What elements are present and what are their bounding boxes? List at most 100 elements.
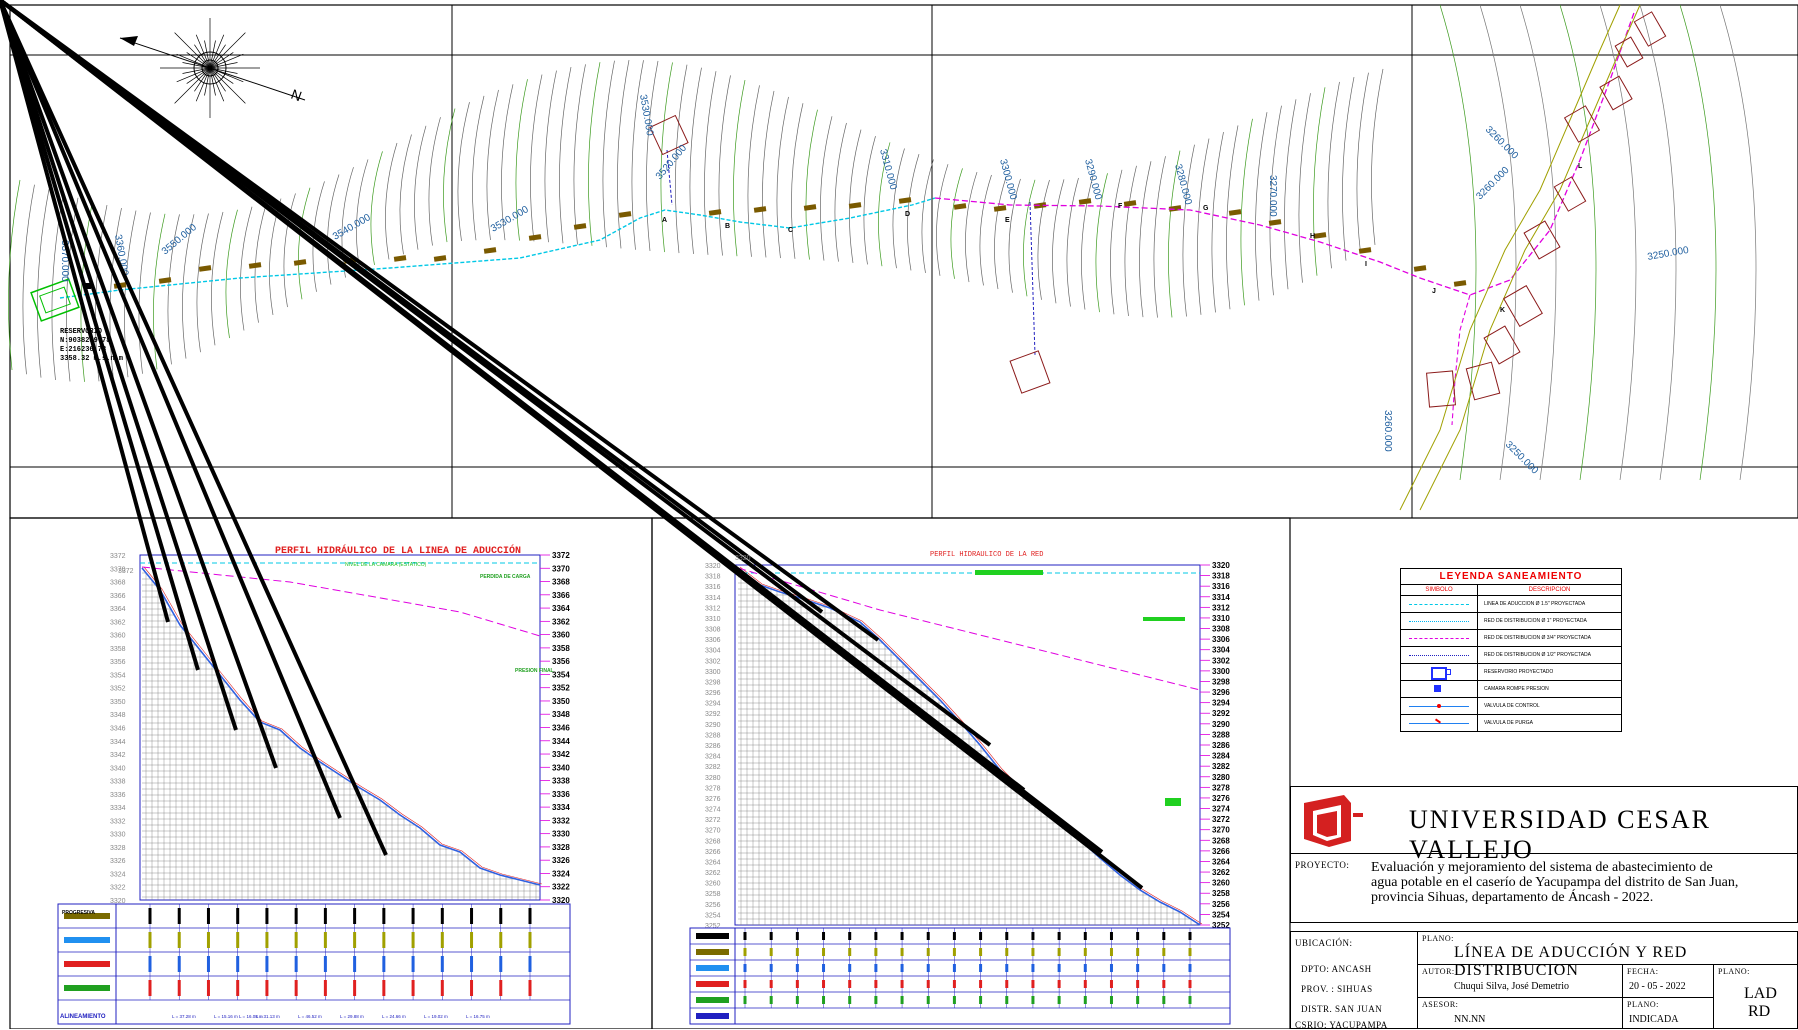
reservoir-elevation: 3358.32 m.s.n.m [60, 355, 123, 363]
compass-ray [209, 53, 244, 69]
route-marker [433, 255, 447, 262]
contour-line [196, 213, 209, 353]
table-value-mark [265, 956, 269, 972]
y-tick-left: 3364 [110, 606, 126, 613]
table-value-mark [795, 980, 799, 988]
contour-line [1519, 4, 1557, 481]
static-label-bar [975, 570, 1043, 575]
contour-line [762, 90, 775, 258]
table-value-mark [822, 932, 826, 940]
contour-line [965, 171, 978, 283]
table-value-mark [926, 932, 930, 940]
table-value-mark [874, 980, 878, 988]
contour-line [588, 62, 601, 246]
y-tick-right: 3312 [1212, 603, 1230, 612]
y-tick-left: 3252 [705, 923, 721, 930]
scale-label: PLANO: [1627, 1000, 1659, 1009]
table-value-mark [1057, 996, 1061, 1004]
segment-label: L = 15.16 m L = 16.08 m [214, 1014, 263, 1019]
contour-label: 3530.000 [637, 94, 655, 137]
table-value-mark [979, 996, 983, 1004]
table-value-mark [926, 964, 930, 972]
table-value-mark [1136, 980, 1140, 988]
table-value-mark [206, 932, 210, 948]
compass-ray [209, 67, 238, 74]
project-line-3: provincia Sihuas, departamento de Áncash… [1371, 890, 1654, 905]
table-value-mark [294, 908, 298, 924]
table-value-mark [769, 932, 773, 940]
point-label: B [725, 223, 730, 230]
point-labels: A B C D E F G H I J K L [662, 163, 1583, 314]
contour-line [602, 60, 615, 248]
contour-line [704, 71, 717, 255]
table-value-mark [795, 964, 799, 972]
y-tick-left: 3324 [110, 871, 126, 878]
table-legend-swatch [64, 961, 110, 967]
contour-line [878, 142, 891, 267]
table-value-mark [1057, 964, 1061, 972]
legend-desc: LINEA DE ADUCCION Ø 1.5" PROYECTADA [1484, 601, 1586, 607]
compass-ray [186, 67, 211, 84]
contour-label: 3250.000 [1647, 245, 1690, 263]
route-marker [618, 211, 632, 218]
y-tick-left: 3256 [705, 902, 721, 909]
compass-ray [209, 44, 226, 69]
contour-line [1439, 4, 1477, 481]
y-tick-right: 3306 [1212, 635, 1230, 644]
y-tick-right: 3348 [552, 710, 570, 719]
table-value-mark [769, 996, 773, 1004]
contour-line [1255, 112, 1268, 301]
point-label: E [1005, 217, 1010, 224]
y-tick-right: 3280 [1212, 773, 1230, 782]
contour-line [501, 84, 514, 241]
terrain-line [737, 567, 1201, 926]
y-tick-left: 3304 [705, 648, 721, 655]
contour-labels: 3370.000 3360.000 3550.000 3540.000 3530.000… [59, 94, 1690, 477]
terrain-grid [142, 568, 540, 900]
compass-ray [209, 67, 234, 84]
table-value-mark [470, 980, 474, 996]
y-tick-right: 3314 [1212, 593, 1230, 602]
table-value-mark [1162, 980, 1166, 988]
segment-label: L = 46.52 m [298, 1014, 322, 1019]
y-tick-left: 3372 [110, 553, 126, 560]
contour-label: 3290.000 [1082, 158, 1104, 202]
table-value-mark [1188, 932, 1192, 940]
compass-ray [209, 67, 246, 104]
table-value-mark [206, 956, 210, 972]
pressure-bar [0, 0, 1144, 890]
table-legend-swatch [696, 965, 729, 971]
y-tick-left: 3266 [705, 849, 721, 856]
y-tick-right: 3268 [1212, 836, 1230, 845]
table-value-mark [382, 980, 386, 996]
contour-line [109, 208, 122, 380]
table-value-mark [952, 996, 956, 1004]
legend-row: RED DE DISTRIBUCION Ø 1/2" PROYECTADA [1401, 647, 1621, 664]
table-value-mark [1057, 980, 1061, 988]
route-marker [848, 202, 862, 209]
y-tick-right: 3320 [552, 896, 570, 905]
hgl-line [141, 566, 541, 637]
route-marker [1453, 280, 1467, 287]
contour-line [8, 179, 21, 371]
location-box: UBICACIÓN: DPTO: ANCASH PROV. : SIHUAS D… [1290, 931, 1418, 1030]
contour-label: 3260.000 [1382, 410, 1393, 452]
loss-label-bar [1143, 617, 1185, 621]
location-csrio: CSRIO: YACUPAMPA [1295, 1020, 1388, 1030]
contour-line [167, 214, 180, 365]
table-value-mark [294, 932, 298, 948]
contour-line [1298, 93, 1311, 283]
pressure-bar [0, 0, 992, 747]
table-value-mark [206, 908, 210, 924]
y-tick-right: 3286 [1212, 741, 1230, 750]
route-marker [1228, 209, 1242, 216]
contour-line [138, 212, 151, 374]
table-value-mark [1109, 996, 1113, 1004]
y-tick-left: 3346 [110, 726, 126, 733]
contour-line [994, 177, 1007, 290]
pressure-bar [0, 0, 200, 671]
point-label: H [1310, 233, 1315, 240]
y-tick-left: 3322 [110, 885, 126, 892]
segment-label: L = 19.02 m [424, 1014, 448, 1019]
